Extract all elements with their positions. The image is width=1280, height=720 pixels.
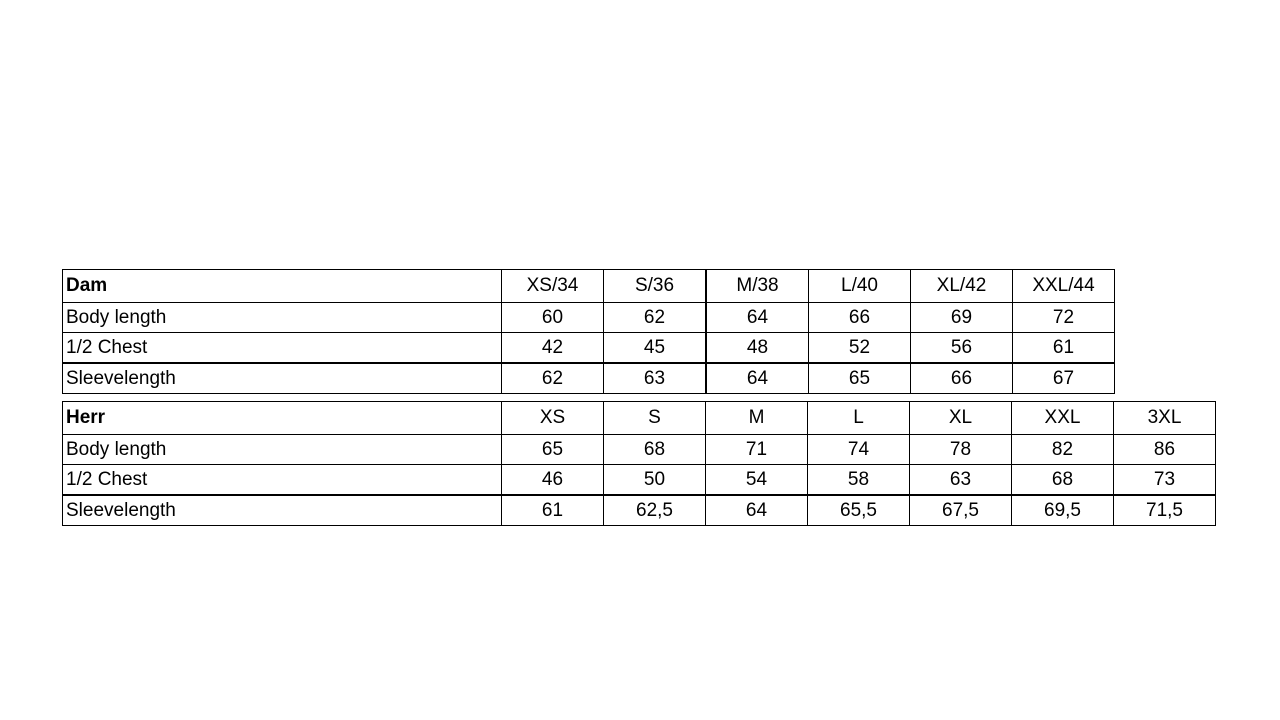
measurement-cell: 74 [807, 434, 910, 465]
measurement-cell: 62 [501, 362, 604, 394]
measurement-cell: 54 [705, 464, 808, 496]
measurement-cell: 68 [603, 434, 706, 465]
size-header: S [603, 401, 706, 435]
size-header: L/40 [808, 269, 911, 303]
row-label: Sleevelength [62, 362, 502, 394]
size-header: XL [909, 401, 1012, 435]
measurement-cell: 48 [705, 332, 809, 364]
measurement-cell: 86 [1113, 434, 1216, 465]
measurement-cell: 78 [909, 434, 1012, 465]
measurement-cell: 52 [808, 332, 911, 364]
measurement-cell: 58 [807, 464, 910, 496]
measurement-cell: 42 [501, 332, 604, 364]
measurement-cell: 71,5 [1113, 494, 1216, 526]
size-header: S/36 [603, 269, 707, 303]
measurement-cell: 67,5 [909, 494, 1012, 526]
row-label: 1/2 Chest [62, 332, 502, 364]
table-row: Sleevelength 62 63 64 65 66 67 [62, 362, 1115, 394]
table-row: Sleevelength 61 62,5 64 65,5 67,5 69,5 71,5 [62, 494, 1216, 526]
measurement-cell: 67 [1012, 362, 1115, 394]
row-label: Body length [62, 434, 502, 465]
measurement-cell: 65,5 [807, 494, 910, 526]
size-header: XS [501, 401, 604, 435]
measurement-cell: 63 [909, 464, 1012, 496]
table-header-row: Herr XS S M L XL XXL 3XL [62, 401, 1216, 435]
table-row: 1/2 Chest 42 45 48 52 56 61 [62, 332, 1115, 364]
measurement-cell: 66 [808, 302, 911, 333]
size-header: 3XL [1113, 401, 1216, 435]
size-header: XXL [1011, 401, 1114, 435]
measurement-cell: 69,5 [1011, 494, 1114, 526]
measurement-cell: 82 [1011, 434, 1114, 465]
measurement-cell: 50 [603, 464, 706, 496]
measurement-cell: 64 [705, 362, 809, 394]
measurement-cell: 63 [603, 362, 707, 394]
table-header-row: Dam XS/34 S/36 M/38 L/40 XL/42 XXL/44 [62, 269, 1115, 303]
measurement-cell: 73 [1113, 464, 1216, 496]
table-row: 1/2 Chest 46 50 54 58 63 68 73 [62, 464, 1216, 496]
measurement-cell: 68 [1011, 464, 1114, 496]
measurement-cell: 62 [603, 302, 707, 333]
size-header: XXL/44 [1012, 269, 1115, 303]
herr-size-table: Herr XS S M L XL XXL 3XL Body length 65 68 71 74 78 82… [62, 401, 1216, 526]
measurement-cell: 61 [1012, 332, 1115, 364]
size-header: XS/34 [501, 269, 604, 303]
measurement-cell: 71 [705, 434, 808, 465]
measurement-cell: 60 [501, 302, 604, 333]
measurement-cell: 62,5 [603, 494, 706, 526]
row-label: 1/2 Chest [62, 464, 502, 496]
measurement-cell: 56 [910, 332, 1013, 364]
size-header: M/38 [705, 269, 809, 303]
measurement-cell: 61 [501, 494, 604, 526]
size-header: L [807, 401, 910, 435]
table-title: Herr [62, 401, 502, 435]
row-label: Sleevelength [62, 494, 502, 526]
table-row: Body length 65 68 71 74 78 82 86 [62, 434, 1216, 465]
measurement-cell: 66 [910, 362, 1013, 394]
measurement-cell: 64 [705, 494, 808, 526]
row-label: Body length [62, 302, 502, 333]
measurement-cell: 69 [910, 302, 1013, 333]
table-row: Body length 60 62 64 66 69 72 [62, 302, 1115, 333]
measurement-cell: 64 [705, 302, 809, 333]
measurement-cell: 46 [501, 464, 604, 496]
dam-size-table: Dam XS/34 S/36 M/38 L/40 XL/42 XXL/44 Body leng… [62, 269, 1115, 394]
size-header: M [705, 401, 808, 435]
table-title: Dam [62, 269, 502, 303]
measurement-cell: 65 [808, 362, 911, 394]
measurement-cell: 65 [501, 434, 604, 465]
size-header: XL/42 [910, 269, 1013, 303]
measurement-cell: 45 [603, 332, 707, 364]
measurement-cell: 72 [1012, 302, 1115, 333]
